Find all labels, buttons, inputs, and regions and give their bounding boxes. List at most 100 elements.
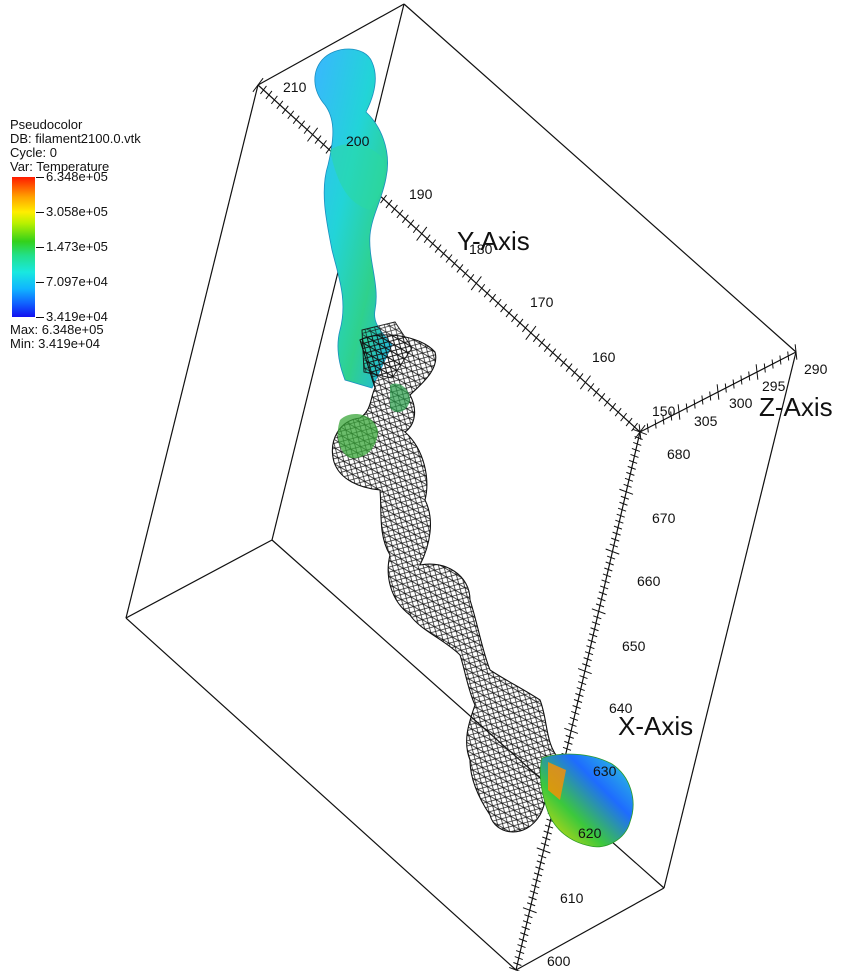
minor-tick xyxy=(612,531,621,536)
major-tick xyxy=(536,847,551,854)
major-tick xyxy=(522,907,537,914)
minor-tick xyxy=(524,914,533,919)
x-axis-tick-labels: 600 610 620 630 640 650 660 670 680 xyxy=(547,446,691,969)
minor-tick xyxy=(532,878,541,883)
minor-tick xyxy=(601,579,610,584)
major-tick xyxy=(591,608,606,615)
minor-tick xyxy=(593,615,602,620)
legend-cycle: Cycle: 0 xyxy=(10,145,57,160)
major-tick xyxy=(416,226,428,241)
minor-tick xyxy=(543,830,552,835)
minor-tick xyxy=(565,734,574,739)
minor-tick xyxy=(603,397,611,407)
minor-tick xyxy=(646,423,649,433)
minor-tick xyxy=(287,110,295,120)
minor-tick xyxy=(616,513,625,518)
minor-tick xyxy=(531,884,540,889)
minor-tick xyxy=(617,507,627,512)
minor-tick xyxy=(724,383,727,393)
minor-tick xyxy=(763,363,766,373)
minor-tick xyxy=(631,447,641,452)
minor-tick xyxy=(532,333,540,343)
minor-tick xyxy=(662,415,665,425)
minor-tick xyxy=(445,254,453,263)
major-tick xyxy=(564,727,579,734)
major-tick xyxy=(716,384,720,400)
bounding-box xyxy=(125,3,797,971)
minor-tick xyxy=(630,453,639,458)
x-tick-label: 610 xyxy=(560,890,584,906)
z-tick-label: 290 xyxy=(804,361,828,377)
minor-tick xyxy=(516,318,524,328)
filament-tip xyxy=(540,753,634,848)
minor-tick xyxy=(292,115,300,124)
minor-tick xyxy=(595,603,605,608)
filament-surface xyxy=(314,48,393,389)
major-tick xyxy=(677,404,681,420)
minor-tick xyxy=(456,264,464,273)
minor-tick xyxy=(521,926,530,931)
z-axis-ticks xyxy=(638,344,798,440)
minor-tick xyxy=(611,537,620,542)
minor-tick xyxy=(522,920,532,925)
major-tick xyxy=(619,488,634,495)
minor-tick xyxy=(564,740,573,745)
minor-tick xyxy=(598,591,607,596)
minor-tick xyxy=(569,716,579,721)
x-axis-title: X-Axis xyxy=(618,711,693,741)
minor-tick xyxy=(314,135,322,144)
minor-tick xyxy=(605,561,614,566)
x-tick-label: 630 xyxy=(593,763,617,779)
minor-tick xyxy=(592,388,600,397)
y-axis-ticks xyxy=(252,77,646,440)
pseudocolor-legend: Pseudocolor DB: filament2100.0.vtk Cycle… xyxy=(10,118,190,351)
minor-tick xyxy=(787,351,790,361)
minor-tick xyxy=(604,567,613,572)
minor-tick xyxy=(620,412,628,422)
minor-tick xyxy=(518,938,528,943)
minor-tick xyxy=(606,555,616,560)
minor-tick xyxy=(407,219,415,229)
minor-tick xyxy=(590,627,599,632)
major-tick xyxy=(579,375,591,390)
minor-tick xyxy=(529,890,539,895)
minor-tick xyxy=(562,746,572,751)
minor-tick xyxy=(396,209,404,219)
minor-tick xyxy=(631,422,638,432)
minor-tick xyxy=(587,639,596,644)
minor-tick xyxy=(423,234,431,243)
minor-tick xyxy=(440,249,447,258)
minor-tick xyxy=(540,842,550,847)
color-bar-group: 6.348e+05 3.058e+05 1.473e+05 7.097e+04 … xyxy=(10,170,190,324)
minor-tick xyxy=(385,199,393,209)
legend-tick: 7.097e+04 xyxy=(36,275,108,289)
minor-tick xyxy=(623,483,632,488)
minor-tick xyxy=(513,962,522,966)
minor-tick xyxy=(542,836,551,841)
minor-tick xyxy=(549,348,557,357)
minor-tick xyxy=(670,411,673,421)
x-tick-label: 650 xyxy=(622,638,646,654)
minor-tick xyxy=(579,675,588,680)
minor-tick xyxy=(573,699,583,703)
minor-tick xyxy=(554,353,562,362)
color-bar xyxy=(12,177,35,317)
minor-tick xyxy=(412,224,420,234)
minor-tick xyxy=(483,288,491,298)
minor-tick xyxy=(614,407,622,417)
major-tick xyxy=(470,276,482,291)
minor-tick xyxy=(535,866,544,871)
minor-tick xyxy=(429,239,437,248)
minor-tick xyxy=(625,417,633,427)
minor-tick xyxy=(520,932,529,937)
major-tick xyxy=(638,424,642,440)
z-tick-label: 295 xyxy=(762,378,786,394)
y-tick-label: 150 xyxy=(652,403,676,419)
minor-tick xyxy=(591,621,601,626)
minor-tick xyxy=(533,872,543,877)
minor-tick xyxy=(615,519,624,524)
y-tick-label: 200 xyxy=(346,133,370,149)
minor-tick xyxy=(451,259,458,268)
minor-tick xyxy=(522,323,529,333)
